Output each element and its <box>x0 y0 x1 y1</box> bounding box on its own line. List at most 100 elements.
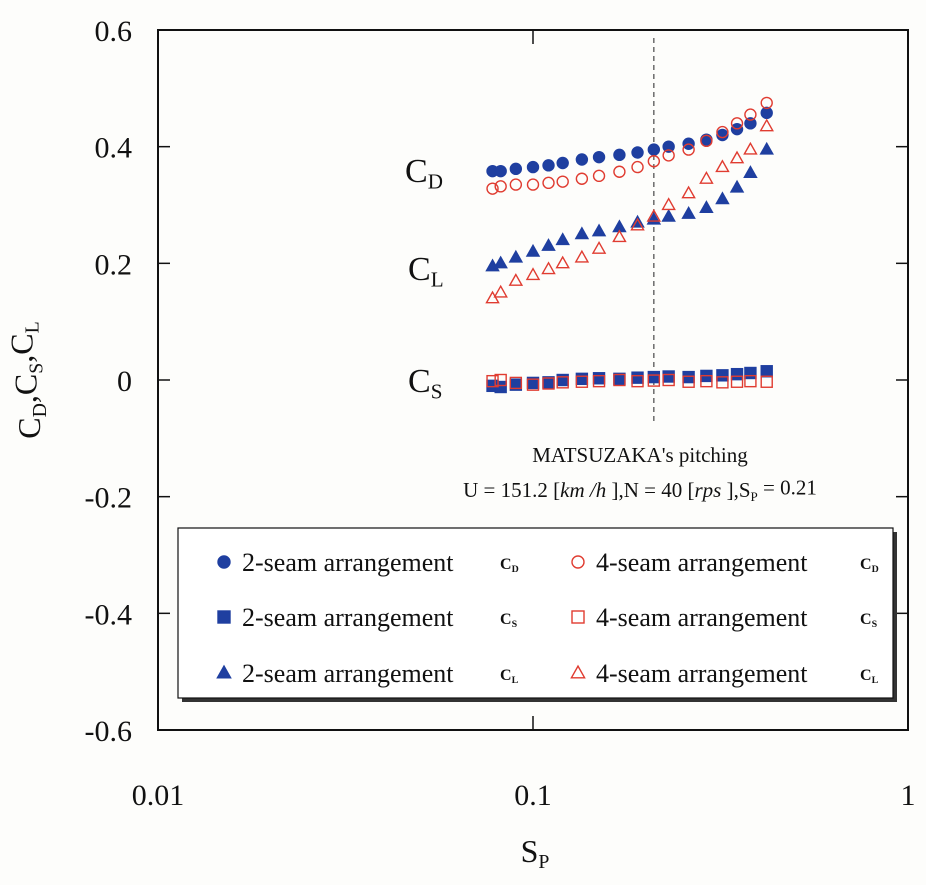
text-part: 4-seam arrangement <box>596 659 808 688</box>
annotation: U = 151.2 [km /h ],N = 40 [rps ],SP = 0.… <box>463 476 817 504</box>
data-point <box>542 377 555 390</box>
data-point <box>647 374 661 387</box>
text-part: km /h <box>560 478 606 502</box>
data-point <box>542 159 555 172</box>
text-part: D <box>512 564 519 575</box>
text-part: S <box>521 833 539 869</box>
data-point <box>486 182 499 195</box>
data-point <box>508 273 524 286</box>
data-point <box>729 150 745 164</box>
data-point <box>730 375 744 388</box>
text-part: L <box>431 267 444 291</box>
text-part: 2-seam arrangement <box>242 603 454 632</box>
y-tick-label: -0.6 <box>85 715 133 748</box>
data-point <box>682 143 695 156</box>
data-point <box>715 159 730 173</box>
data-point <box>575 375 589 388</box>
data-point <box>613 165 626 178</box>
x-axis-label: SP <box>521 833 550 873</box>
data-point <box>661 197 676 211</box>
data-point <box>662 370 675 383</box>
data-point <box>591 241 607 254</box>
text-part: C <box>408 363 431 400</box>
data-point <box>631 160 644 174</box>
data-point <box>700 134 713 148</box>
data-point <box>744 108 757 121</box>
data-point <box>647 370 661 384</box>
curve-label: CS <box>408 363 442 403</box>
y-tick-label: 0.4 <box>95 132 133 165</box>
legend-sublabel: CS <box>500 611 518 630</box>
data-point <box>759 118 774 132</box>
data-point <box>631 371 644 384</box>
text-part: P <box>538 851 549 873</box>
data-point <box>661 208 676 222</box>
data-point <box>681 185 696 199</box>
data-point <box>759 141 774 155</box>
data-point <box>729 179 745 193</box>
text-part: L <box>22 321 44 333</box>
legend-sublabel: CS <box>860 611 878 630</box>
text-part: C <box>860 667 872 684</box>
text-part: rps <box>694 478 721 502</box>
data-point <box>574 249 590 263</box>
data-point <box>662 149 675 162</box>
text-part: C <box>408 251 431 288</box>
data-point <box>541 238 556 251</box>
legend-sublabel: CL <box>500 667 519 686</box>
data-point <box>526 178 540 191</box>
text-part: C <box>11 417 47 438</box>
data-point <box>716 369 729 382</box>
y-tick-label: -0.2 <box>85 482 133 515</box>
data-point <box>525 267 541 281</box>
legend-label: 2-seam arrangement <box>242 548 454 577</box>
y-tick-label: 0.2 <box>95 248 133 281</box>
text-part: S <box>431 379 443 403</box>
data-point <box>631 374 644 388</box>
text-part: ],S <box>721 478 750 502</box>
text-part: ,C <box>4 333 40 362</box>
text-part: D <box>872 564 879 575</box>
data-point <box>662 373 675 387</box>
data-point <box>730 117 744 130</box>
data-point <box>760 365 773 378</box>
data-point <box>715 191 730 205</box>
data-point <box>744 366 757 380</box>
x-tick-label: 0.1 <box>514 779 552 812</box>
text-part: D <box>29 403 51 417</box>
data-point <box>526 160 540 174</box>
data-point <box>681 206 696 219</box>
data-point <box>556 156 569 170</box>
data-point <box>760 106 773 120</box>
text-part: S <box>512 619 518 630</box>
data-point <box>760 375 773 388</box>
data-point <box>682 370 695 384</box>
data-point <box>575 153 589 166</box>
legend-label: 4-seam arrangement <box>596 603 808 632</box>
data-point <box>646 208 662 222</box>
y-tick-label: 0 <box>117 365 132 398</box>
data-point <box>494 180 507 193</box>
data-point <box>760 96 773 110</box>
data-point <box>493 255 508 269</box>
x-tick-label: 1 <box>901 779 916 812</box>
data-point <box>613 373 626 387</box>
data-point <box>493 284 508 298</box>
text-part: C <box>500 611 512 628</box>
data-point <box>541 261 556 275</box>
text-part: S <box>25 363 47 374</box>
data-point <box>494 373 507 387</box>
data-point <box>743 141 758 155</box>
legend-marker <box>217 610 231 624</box>
data-point <box>631 146 644 159</box>
data-point <box>612 229 627 243</box>
data-point <box>716 128 729 142</box>
data-point <box>509 376 523 390</box>
text-part: L <box>872 675 879 686</box>
data-point <box>591 223 607 237</box>
data-point <box>630 217 645 231</box>
data-point <box>592 169 606 183</box>
data-point <box>556 376 569 389</box>
data-point <box>509 162 523 176</box>
